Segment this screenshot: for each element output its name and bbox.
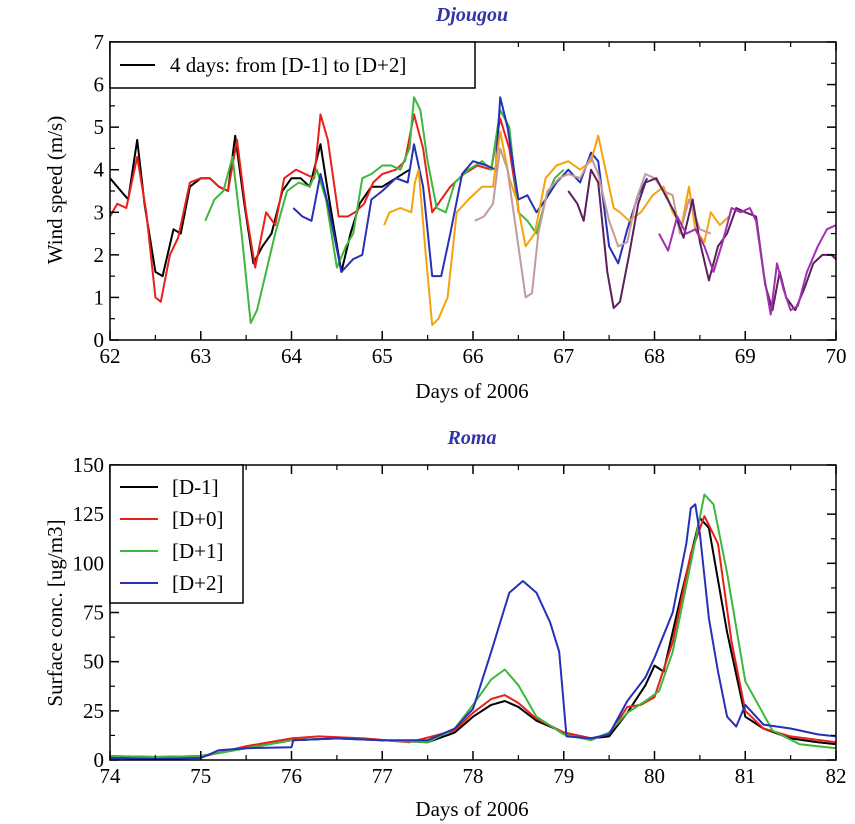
roma-series-line-3 [109,503,837,760]
roma-legend-box [109,464,244,604]
roma-x-tick-label: 82 [826,764,847,788]
roma-x-tick-label: 75 [190,764,211,788]
djougou-x-tick-label: 69 [735,344,756,368]
roma-y-tick-label: 100 [73,551,105,575]
djougou-x-tick-label: 62 [100,344,121,368]
djougou-series-line-0 [109,134,411,278]
roma-legend-label-1: [D+0] [172,507,224,531]
roma-y-tick-label: 50 [83,650,104,674]
roma-y-tick-label: 0 [94,748,105,772]
roma-x-tick-label: 80 [644,764,665,788]
roma-y-tick-label: 25 [83,699,104,723]
djougou-y-tick-label: 4 [94,158,105,182]
roma-legend-label-2: [D+1] [172,539,224,563]
djougou-legend-box [109,41,476,89]
djougou-x-tick-label: 66 [463,344,484,368]
djougou-y-tick-label: 7 [94,30,105,54]
djougou-x-tick-label: 65 [372,344,393,368]
roma-series-line-1 [109,515,837,759]
roma-legend: [D-1] [D+0] [D+1] [D+2] [109,464,244,604]
roma-x-tick-label: 79 [553,764,574,788]
djougou-legend-label: 4 days: from [D-1] to [D+2] [170,53,406,77]
djougou-x-axis-label: Days of 2006 [415,379,528,403]
roma-panel: Roma Surface conc. [ug/m3] Days of 2006 … [43,427,847,821]
roma-title: Roma [447,427,497,449]
djougou-x-tick-label: 68 [644,344,665,368]
roma-x-tick-label: 77 [372,764,393,788]
roma-series-group [109,493,837,760]
djougou-x-tick-label: 67 [553,344,574,368]
djougou-series-line-7 [658,207,837,316]
djougou-series-line-5 [474,147,712,299]
djougou-y-tick-label: 1 [94,285,105,309]
djougou-y-axis-label: Wind speed (m/s) [43,116,67,264]
roma-y-tick-label: 75 [83,601,104,625]
djougou-title: Djougou [435,4,508,26]
djougou-y-tick-label: 5 [94,115,105,139]
djougou-y-tick-label: 0 [94,328,105,352]
djougou-y-tick-label: 3 [94,200,105,224]
djougou-x-tick-label: 70 [826,344,847,368]
roma-x-tick-label: 81 [735,764,756,788]
djougou-series-line-4 [383,130,730,327]
roma-y-tick-label: 125 [73,502,105,526]
djougou-x-tick-label: 63 [190,344,211,368]
djougou-series-line-2 [204,96,565,324]
roma-x-tick-label: 76 [281,764,302,788]
roma-x-axis-label: Days of 2006 [415,797,528,821]
djougou-panel: Djougou Wind speed (m/s) Days of 2006 62… [43,4,847,403]
djougou-x-tick-label: 64 [281,344,303,368]
djougou-series-line-6 [567,168,837,312]
roma-y-tick-label: 150 [73,453,105,477]
djougou-series-line-1 [109,113,520,303]
roma-legend-label-0: [D-1] [172,475,219,499]
roma-x-tick-label: 74 [100,764,122,788]
roma-legend-label-3: [D+2] [172,571,224,595]
djougou-legend: 4 days: from [D-1] to [D+2] [109,41,476,89]
djougou-series-line-3 [292,96,649,278]
djougou-y-tick-label: 6 [94,73,105,97]
roma-y-axis-label: Surface conc. [ug/m3] [43,519,67,706]
djougou-y-tick-label: 2 [94,243,105,267]
roma-x-tick-label: 78 [463,764,484,788]
djougou-series-group [109,96,837,327]
